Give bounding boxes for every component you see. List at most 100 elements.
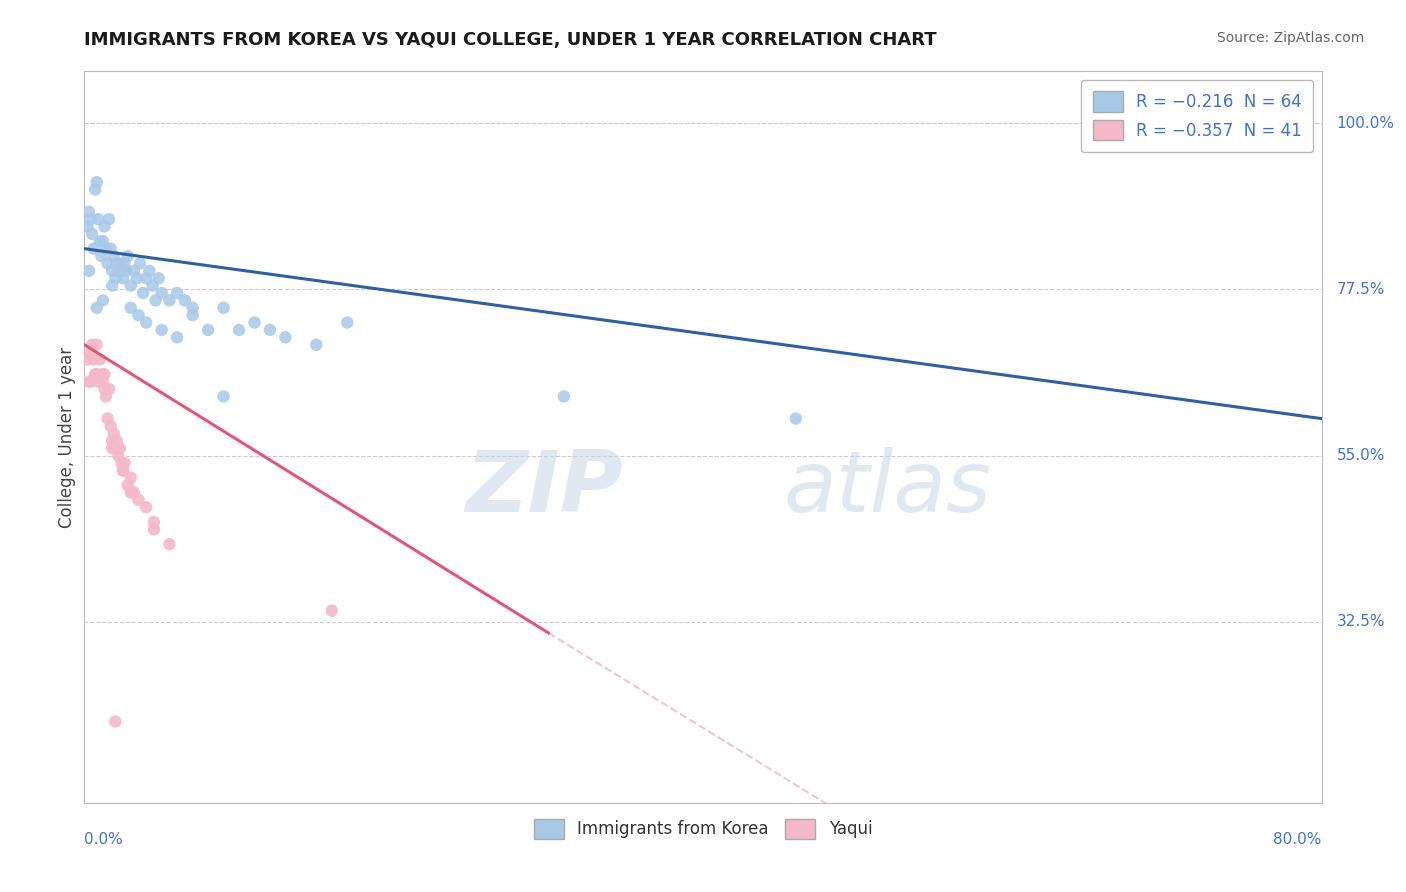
Point [321,604,343,618]
Point [181,301,204,315]
Point [89,352,111,367]
Point [150,285,173,300]
Point [108,256,131,270]
Point [212,389,235,403]
Point [104,714,127,729]
Point [101,434,124,448]
Point [243,316,266,330]
Point [86,337,108,351]
Point [336,316,359,330]
Point [120,471,142,485]
Point [127,308,149,322]
Point [138,264,160,278]
Point [96,256,118,270]
Text: ZIP: ZIP [465,447,623,530]
Point [84,183,107,197]
Point [105,434,128,448]
Point [117,249,139,263]
Point [103,426,125,441]
Point [112,463,135,477]
Point [105,256,128,270]
Point [785,411,807,425]
Point [112,264,135,278]
Point [122,485,145,500]
Point [112,463,135,477]
Point [98,382,121,396]
Point [86,175,108,189]
Point [76,352,98,367]
Point [166,285,188,300]
Point [83,242,105,256]
Point [110,264,132,278]
Point [141,278,163,293]
Point [148,271,170,285]
Text: 77.5%: 77.5% [1337,282,1385,297]
Point [86,368,108,382]
Point [82,337,104,351]
Text: IMMIGRANTS FROM KOREA VS YAQUI COLLEGE, UNDER 1 YEAR CORRELATION CHART: IMMIGRANTS FROM KOREA VS YAQUI COLLEGE, … [84,31,936,49]
Point [145,293,167,308]
Point [166,330,188,344]
Point [197,323,219,337]
Point [114,256,136,270]
Text: atlas: atlas [783,447,991,530]
Point [90,368,112,382]
Point [129,256,152,270]
Point [91,293,114,308]
Point [90,249,112,263]
Point [93,219,115,234]
Point [115,264,138,278]
Point [143,515,166,529]
Point [101,264,124,278]
Point [79,345,101,359]
Point [77,204,100,219]
Point [114,456,136,470]
Point [86,301,108,315]
Point [228,323,250,337]
Point [107,449,129,463]
Point [89,235,111,249]
Point [77,264,100,278]
Point [91,375,114,389]
Point [259,323,281,337]
Point [79,212,101,227]
Point [132,285,155,300]
Point [150,323,173,337]
Point [100,419,122,434]
Point [108,441,131,455]
Point [159,537,180,551]
Point [96,411,118,425]
Point [94,242,117,256]
Text: 80.0%: 80.0% [1274,832,1322,847]
Point [104,271,127,285]
Point [107,264,129,278]
Point [93,382,115,396]
Point [127,492,149,507]
Point [76,219,98,234]
Point [77,375,100,389]
Point [212,301,235,315]
Point [174,293,197,308]
Point [101,441,124,455]
Point [120,485,142,500]
Point [112,271,135,285]
Point [135,500,157,515]
Point [135,316,157,330]
Point [120,278,142,293]
Point [93,368,115,382]
Point [82,227,104,241]
Text: Source: ZipAtlas.com: Source: ZipAtlas.com [1216,31,1364,45]
Text: 100.0%: 100.0% [1337,116,1395,130]
Point [553,389,575,403]
Y-axis label: College, Under 1 year: College, Under 1 year [58,346,76,528]
Legend: Immigrants from Korea, Yaqui: Immigrants from Korea, Yaqui [527,812,879,846]
Point [305,337,328,351]
Point [143,523,166,537]
Point [87,212,110,227]
Point [84,368,107,382]
Text: 55.0%: 55.0% [1337,448,1385,463]
Text: 32.5%: 32.5% [1337,615,1385,629]
Point [83,352,105,367]
Point [103,249,125,263]
Point [94,389,117,403]
